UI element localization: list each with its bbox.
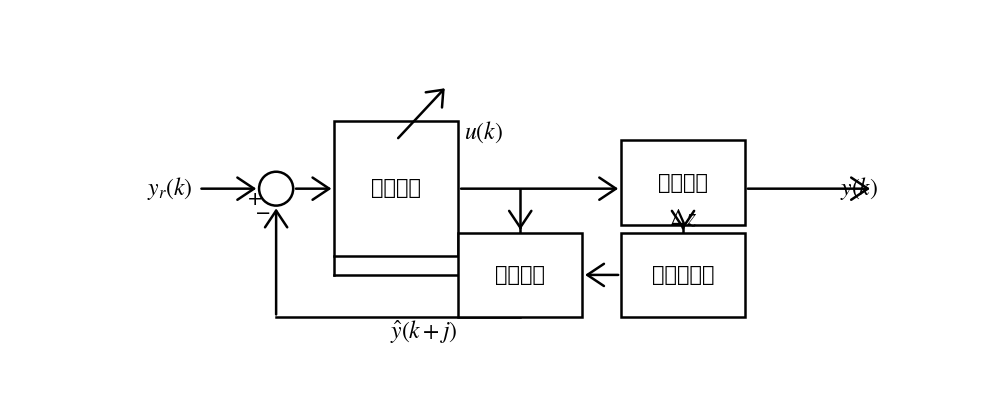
Text: $y_r(k)$: $y_r(k)$ — [147, 175, 192, 202]
Text: $y(k)$: $y(k)$ — [840, 175, 878, 202]
Text: $\hat{y}(k+j)$: $\hat{y}(k+j)$ — [390, 318, 457, 345]
Text: $u(k)$: $u(k)$ — [464, 120, 503, 145]
Text: +: + — [247, 190, 263, 209]
Text: 被控对象: 被控对象 — [658, 172, 708, 193]
Text: 滚动优化: 滚动优化 — [371, 178, 421, 198]
Circle shape — [259, 172, 293, 206]
Bar — [621, 232, 745, 317]
Bar — [458, 232, 582, 317]
Text: $\Delta z$: $\Delta z$ — [669, 207, 697, 231]
Bar — [621, 140, 745, 225]
Bar — [334, 121, 458, 256]
Text: 模糊规则库: 模糊规则库 — [652, 265, 714, 285]
Text: 预测模型: 预测模型 — [495, 265, 545, 285]
Text: −: − — [255, 204, 271, 223]
